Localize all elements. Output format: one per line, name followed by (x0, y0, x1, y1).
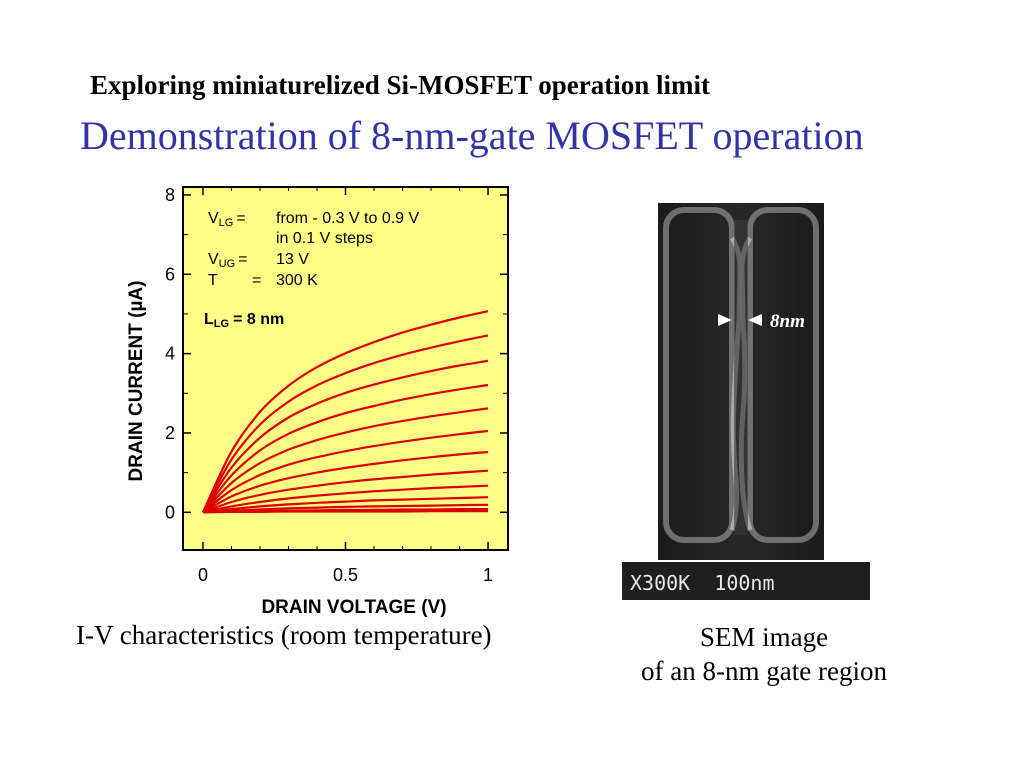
vug-value: 13 V (276, 251, 309, 268)
x-axis-label: DRAIN VOLTAGE (V) (261, 597, 446, 618)
slide-subtitle: Exploring miniaturelized Si-MOSFET opera… (90, 70, 711, 100)
iv-curve-7 (202, 450, 489, 514)
sem-caption-line1: SEM image (699, 622, 829, 652)
t-label: T (208, 272, 218, 289)
y-tick-label: 8 (165, 185, 175, 205)
iv-curve-4 (202, 496, 489, 514)
iv-curve-12 (202, 334, 489, 513)
slide-title: Demonstration of 8-nm-gate MOSFET operat… (80, 113, 864, 158)
iv-curve-13 (202, 310, 489, 513)
y-tick-label: 2 (165, 423, 175, 443)
t-eq: = (252, 272, 261, 289)
sem-scale-text: X300K 100nm (630, 571, 775, 595)
iv-curve-9 (202, 407, 489, 514)
y-tick-label: 4 (165, 344, 175, 364)
y-axis-ticks: 0 2 4 6 8 (165, 185, 508, 522)
y-tick-label: 6 (165, 264, 175, 284)
iv-curve-10 (202, 383, 489, 513)
sem-caption: SEM image of an 8-nm gate region (604, 620, 924, 688)
iv-curve-2 (202, 507, 488, 514)
lg-annotation: LLG = 8 nm (204, 311, 284, 330)
y-axis-label: DRAIN CURRENT (µA) (126, 281, 147, 482)
iv-curve-11 (202, 359, 489, 513)
sem-image: 8nm X300K 100nm (622, 200, 870, 600)
iv-curve-8 (202, 429, 489, 514)
x-tick-label: 1 (483, 565, 493, 585)
x-tick-label: 0 (198, 565, 208, 585)
x-axis-ticks: 0 0.5 1 (198, 187, 493, 585)
t-value: 300 K (276, 272, 318, 289)
x-tick-label: 0.5 (333, 565, 358, 585)
condition-annotation: VLG = from - 0.3 V to 0.9 V in 0.1 V step… (204, 210, 420, 330)
iv-curve-3 (202, 503, 489, 514)
vlg-step: in 0.1 V steps (276, 230, 373, 247)
sem-marker-label: 8nm (770, 311, 805, 332)
iv-curve-6 (202, 469, 489, 514)
plot-area (182, 186, 509, 551)
vug-line: VUG = (208, 251, 248, 270)
iv-caption: I-V characteristics (room temperature) (76, 620, 492, 650)
iv-curve-5 (202, 484, 489, 514)
y-tick-label: 0 (165, 502, 175, 522)
curve-group (202, 310, 489, 514)
sem-caption-line2: of an 8-nm gate region (641, 656, 887, 686)
vlg-line: VLG = (208, 210, 246, 229)
vlg-value: from - 0.3 V to 0.9 V (276, 210, 420, 227)
